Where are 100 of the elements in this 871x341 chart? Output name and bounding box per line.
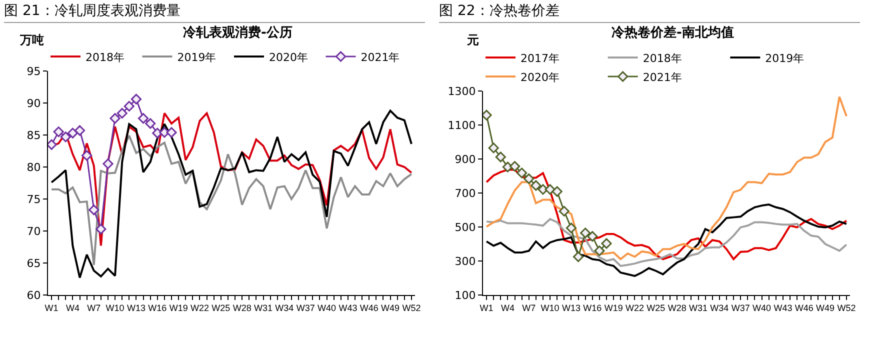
- y-tick-label: 95: [26, 64, 41, 78]
- point: [67, 128, 78, 138]
- x-tick-label: W49: [816, 302, 835, 313]
- point: [74, 125, 86, 136]
- chart-title: 图 22：冷热卷价差: [439, 0, 860, 23]
- point: [530, 180, 542, 191]
- point: [495, 152, 506, 162]
- x-tick-label: W34: [710, 302, 729, 313]
- legend-label: 2021年: [360, 50, 400, 64]
- y-tick-label: 65: [26, 256, 41, 270]
- x-tick-label: W40: [318, 302, 336, 313]
- y-tick-label: 700: [454, 186, 476, 200]
- y-axis-title: 万吨: [19, 33, 44, 47]
- point: [524, 173, 534, 184]
- x-tick-label: W49: [381, 302, 400, 313]
- point: [580, 228, 591, 238]
- point: [102, 158, 114, 170]
- line-series: [486, 204, 848, 277]
- y-tick-label: 60: [26, 288, 41, 302]
- x-tick-label: W10: [540, 302, 560, 313]
- x-tick-label: W7: [522, 302, 536, 313]
- x-tick-label: W19: [169, 302, 188, 313]
- x-tick-label: W43: [338, 302, 358, 313]
- x-tick-label: W16: [583, 302, 602, 313]
- x-tick-label: W28: [668, 302, 686, 313]
- x-tick-label: W46: [794, 302, 814, 313]
- x-tick-label: W22: [190, 302, 209, 313]
- line-series: [50, 110, 412, 279]
- y-tick-label: 75: [26, 192, 41, 206]
- x-tick-label: W1: [44, 302, 58, 313]
- point: [601, 238, 612, 249]
- x-tick-label: W25: [212, 302, 230, 313]
- point: [124, 100, 134, 112]
- x-tick-label: W25: [646, 302, 666, 313]
- y-tick-label: 500: [454, 220, 476, 234]
- point: [96, 224, 106, 234]
- y-axis-title: 元: [466, 33, 479, 47]
- y-tick-label: 900: [454, 152, 476, 166]
- x-tick-label: W22: [625, 302, 644, 313]
- point: [53, 126, 64, 138]
- y-tick-label: 300: [454, 254, 476, 268]
- line-series: [486, 96, 848, 260]
- y-tick-label: 90: [26, 96, 41, 110]
- point: [110, 113, 120, 124]
- point: [552, 186, 562, 197]
- point: [166, 127, 177, 138]
- legend-label: 2020年: [269, 50, 308, 64]
- chart-subtitle: 冷轧表观消费-公历: [183, 26, 292, 41]
- x-tick-label: W31: [254, 302, 273, 313]
- point: [594, 246, 605, 256]
- point: [572, 251, 584, 262]
- y-tick-label: 1100: [448, 118, 476, 132]
- point: [516, 168, 528, 178]
- x-tick-label: W40: [752, 302, 772, 313]
- legend-label: 2019年: [765, 52, 804, 65]
- point: [566, 222, 577, 234]
- x-tick-label: W16: [148, 302, 167, 313]
- line-series: [50, 134, 412, 266]
- x-tick-label: W28: [232, 302, 252, 313]
- x-tick-label: W4: [500, 302, 514, 313]
- line-series: [486, 218, 848, 267]
- point: [138, 113, 149, 124]
- x-tick-label: W4: [66, 302, 80, 313]
- x-tick-label: W52: [837, 302, 856, 313]
- y-tick-label: 100: [454, 288, 476, 302]
- x-tick-label: W34: [275, 302, 294, 313]
- x-tick-label: W10: [106, 302, 124, 313]
- y-tick-label: 80: [26, 160, 41, 174]
- x-tick-label: W31: [689, 302, 708, 313]
- chart-title: 图 21：冷轧周度表观消费量: [4, 0, 425, 23]
- legend-label: 2017年: [520, 52, 560, 65]
- y-tick-label: 85: [26, 128, 41, 142]
- legend-label: 2018年: [86, 50, 124, 64]
- point: [544, 184, 556, 195]
- legend-label: 2018年: [642, 52, 682, 65]
- x-tick-label: W46: [360, 302, 378, 313]
- point: [488, 142, 499, 154]
- x-tick-label: W19: [604, 302, 623, 313]
- point: [88, 204, 100, 216]
- x-tick-label: W7: [87, 302, 101, 313]
- legend-label: 2020年: [520, 70, 560, 84]
- point: [60, 132, 71, 142]
- x-tick-label: W37: [731, 302, 750, 313]
- y-tick-label: 70: [26, 224, 41, 238]
- x-tick-label: W1: [480, 302, 494, 313]
- x-tick-label: W37: [296, 302, 315, 313]
- legend-label: 2021年: [642, 70, 682, 84]
- x-tick-label: W13: [126, 302, 146, 313]
- point: [558, 206, 570, 216]
- x-tick-label: W43: [774, 302, 792, 313]
- y-tick-label: 1300: [448, 84, 476, 98]
- x-tick-label: W13: [562, 302, 580, 313]
- point: [587, 231, 598, 242]
- point: [82, 150, 92, 161]
- point: [509, 161, 520, 172]
- point: [116, 108, 128, 119]
- legend-label: 2019年: [177, 50, 216, 64]
- point: [145, 118, 156, 129]
- chart-subtitle: 冷热卷价差-南北均值: [612, 26, 734, 41]
- point: [130, 94, 142, 104]
